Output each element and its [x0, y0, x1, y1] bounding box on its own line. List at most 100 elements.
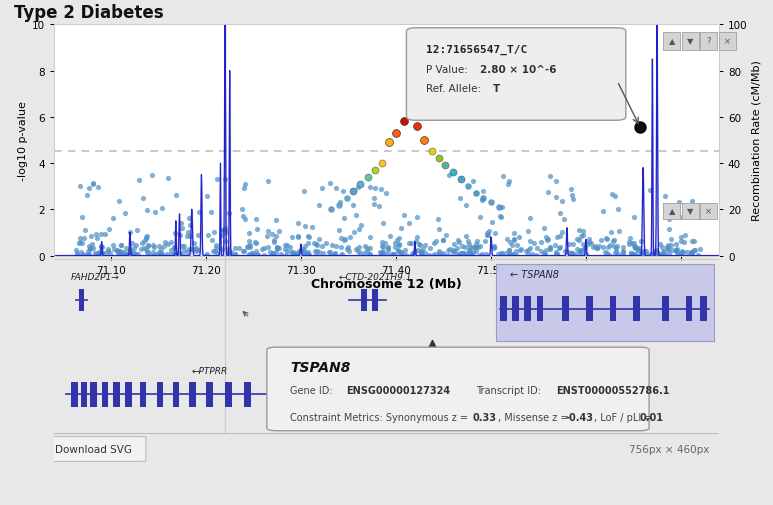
Point [522, 227, 534, 235]
Point [329, 249, 342, 258]
Point [611, 206, 624, 214]
Point [610, 248, 622, 256]
Point [399, 246, 411, 255]
Point [354, 249, 366, 258]
Point [496, 203, 509, 211]
FancyBboxPatch shape [43, 437, 146, 462]
Point [562, 249, 574, 257]
Text: , Missense z =: , Missense z = [498, 412, 571, 422]
Point [556, 228, 568, 236]
Point [550, 249, 562, 257]
Bar [71, 382, 78, 407]
Point [393, 241, 405, 249]
FancyBboxPatch shape [407, 29, 626, 121]
Point [675, 251, 687, 259]
Point [368, 200, 380, 209]
Point [454, 194, 466, 203]
Point [335, 235, 347, 243]
Point [662, 225, 675, 233]
Point [274, 250, 287, 259]
Point [607, 237, 619, 245]
Y-axis label: Recombination Rate (cM/Mb): Recombination Rate (cM/Mb) [751, 61, 761, 221]
Point [577, 228, 589, 236]
Point [73, 240, 85, 248]
Point [87, 180, 99, 188]
Point [570, 250, 582, 259]
Point [522, 250, 534, 259]
Point [380, 190, 392, 198]
Text: ← TSPAN8: ← TSPAN8 [510, 269, 559, 279]
Point [540, 233, 553, 241]
Point [175, 225, 188, 233]
Point [677, 248, 690, 256]
Point [662, 212, 675, 220]
Point [692, 251, 704, 259]
Point [639, 247, 652, 255]
Point [395, 224, 407, 232]
Point [578, 245, 591, 253]
Bar [225, 382, 232, 407]
Point [135, 246, 147, 254]
Point [90, 231, 102, 239]
Point [601, 250, 613, 258]
Point [409, 247, 421, 256]
Point [542, 189, 554, 197]
Point [456, 251, 468, 260]
Point [601, 243, 614, 251]
Point [302, 240, 315, 248]
Point [342, 244, 355, 252]
Point [452, 238, 465, 246]
Point [74, 183, 87, 191]
Point [250, 239, 262, 247]
Point [565, 249, 577, 257]
Point [155, 245, 167, 253]
Bar [610, 297, 616, 322]
Point [648, 251, 660, 259]
Point [637, 248, 649, 257]
Point [687, 246, 700, 255]
Point [271, 244, 283, 252]
Point [458, 249, 470, 258]
Point [209, 247, 221, 256]
Point [634, 252, 646, 260]
Point [87, 181, 100, 189]
Point [141, 248, 153, 257]
Point [200, 251, 213, 259]
Point [635, 249, 647, 258]
Point [373, 203, 386, 211]
Point [451, 236, 464, 244]
Point [354, 180, 366, 188]
Text: ▼: ▼ [687, 37, 693, 46]
Point [597, 207, 609, 215]
Point [243, 241, 256, 249]
Point [339, 236, 351, 244]
Point [133, 177, 145, 185]
Point [510, 247, 523, 255]
Point [553, 244, 566, 252]
Point [290, 250, 302, 259]
Point [493, 213, 506, 221]
Bar [662, 297, 669, 322]
Point [464, 248, 476, 256]
Point [358, 249, 370, 258]
Point [147, 248, 159, 257]
Point [217, 226, 230, 234]
Point [553, 210, 566, 218]
Point [475, 196, 488, 205]
Point [439, 232, 451, 240]
Point [309, 240, 322, 248]
Point [485, 199, 497, 207]
Point [144, 252, 156, 260]
Point [183, 215, 196, 223]
Point [608, 193, 621, 201]
Bar [367, 382, 375, 407]
Point [126, 240, 138, 248]
Text: ×: × [705, 207, 713, 216]
Point [74, 238, 87, 246]
Point [692, 214, 704, 222]
Point [210, 241, 223, 249]
Point [550, 251, 563, 259]
Bar [586, 297, 593, 322]
Point [540, 237, 553, 245]
Text: 0.01: 0.01 [640, 412, 664, 422]
